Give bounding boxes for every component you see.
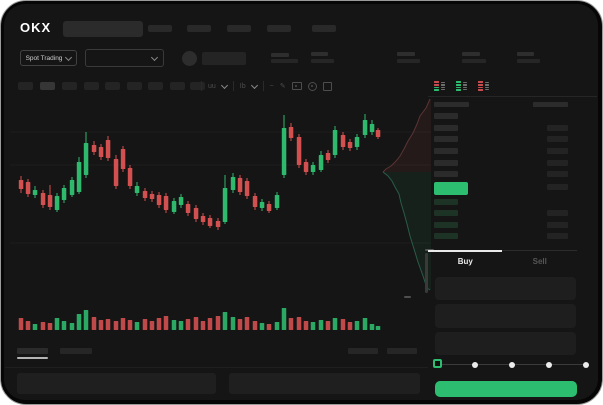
slider-dot[interactable] — [546, 361, 552, 368]
trade-tabs: Buy Sell — [428, 250, 577, 271]
divider — [201, 81, 202, 91]
okx-logo[interactable]: OKX — [20, 20, 52, 35]
orderbook-bids-icon[interactable] — [456, 80, 469, 92]
tab-sell[interactable]: Sell — [532, 256, 547, 266]
slider-dot[interactable] — [583, 361, 589, 368]
chart-type-icon[interactable]: uu — [208, 82, 216, 90]
orderbook-asks-icon[interactable] — [478, 80, 491, 92]
slider-dot[interactable] — [509, 361, 515, 368]
spot-trading-label: Spot Trading — [25, 54, 63, 62]
draw-icon[interactable]: ✎ — [279, 83, 286, 90]
line-tool-icon[interactable]: ~ — [269, 82, 274, 90]
chevron-down-icon — [65, 53, 73, 61]
pair-selector-dropdown[interactable] — [85, 49, 164, 67]
divider — [262, 81, 264, 91]
chevron-down-icon — [150, 53, 159, 61]
camera-icon[interactable] — [291, 82, 302, 90]
alerts-icon[interactable] — [307, 81, 317, 91]
tab-buy[interactable]: Buy — [457, 256, 473, 266]
orderbook-combined-icon[interactable] — [434, 80, 447, 92]
slider-dot[interactable] — [472, 361, 478, 368]
chevron-down-icon[interactable] — [220, 81, 228, 89]
chart-toolbar: uu Ib ~ ✎ — [201, 80, 332, 92]
spot-trading-dropdown[interactable]: Spot Trading — [20, 50, 77, 66]
amount-slider-handle[interactable] — [433, 359, 442, 368]
indicators-icon[interactable]: Ib — [239, 82, 246, 90]
chevron-down-icon[interactable] — [250, 81, 258, 89]
fullscreen-icon[interactable] — [322, 81, 332, 91]
divider — [232, 81, 234, 91]
active-tab-indicator — [428, 250, 502, 252]
